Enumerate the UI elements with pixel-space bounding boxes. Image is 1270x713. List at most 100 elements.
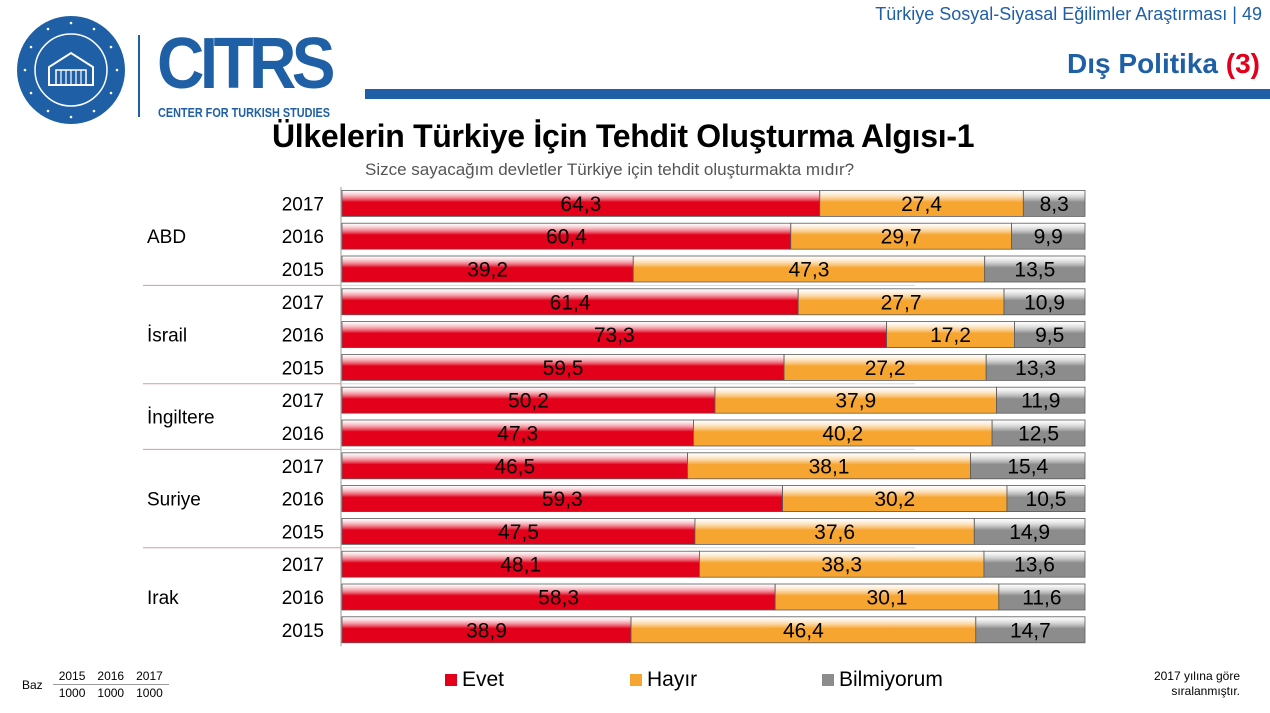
bar-segment-evet [341, 616, 632, 644]
data-label-evet: 38,9 [466, 619, 507, 642]
bar-segment-bilmiyorum [1006, 485, 1086, 513]
logo-divider [138, 35, 140, 117]
base-year: 2017 [130, 668, 169, 685]
data-label-evet: 73,3 [594, 324, 635, 347]
bar-segment-bilmiyorum [970, 452, 1086, 480]
data-label-hayir: 30,1 [867, 587, 908, 610]
data-label-hayir: 37,9 [835, 390, 876, 413]
data-label-hayir: 30,2 [874, 488, 915, 511]
bar-segment-hayir [797, 288, 1005, 316]
bar-segment-bilmiyorum [975, 616, 1086, 644]
data-label-evet: 58,3 [538, 587, 579, 610]
legend-bilmiyorum-swatch [822, 674, 834, 686]
bar-segment-hayir [694, 518, 975, 545]
bar-segment-hayir [632, 255, 986, 283]
data-label-bilmiyorum: 9,5 [1035, 324, 1064, 347]
bar-segment-bilmiyorum [973, 518, 1086, 545]
data-label-bilmiyorum: 10,5 [1026, 488, 1067, 511]
data-label-bilmiyorum: 13,3 [1015, 357, 1056, 380]
data-label-hayir: 47,3 [789, 259, 830, 282]
svg-text:CENTER FOR TURKISH STUDIES: CENTER FOR TURKISH STUDIES [158, 105, 330, 120]
legend-evet-label: Evet [462, 668, 505, 691]
year-label: 2017 [282, 555, 324, 576]
year-label: 2016 [282, 490, 324, 511]
kadir-has-seal-logo [17, 16, 125, 124]
year-label: 2016 [282, 227, 324, 248]
bar-segment-bilmiyorum [998, 583, 1086, 611]
chart-title: Ülkelerin Türkiye İçin Tehdit Oluşturma … [272, 118, 975, 154]
base-year: 2016 [91, 668, 131, 685]
data-label-bilmiyorum: 13,6 [1014, 554, 1055, 577]
legend-hayir-label: Hayır [647, 668, 698, 691]
data-label-evet: 64,3 [560, 193, 601, 216]
data-label-hayir: 38,1 [809, 455, 850, 478]
base-value: 1000 [136, 686, 163, 700]
data-label-bilmiyorum: 11,9 [1021, 390, 1060, 413]
base-label: Baz [22, 677, 43, 692]
year-label: 2016 [282, 326, 324, 347]
bar-segment-evet [341, 419, 694, 447]
base-value: 1000 [58, 686, 86, 700]
bar-segment-evet [341, 189, 821, 217]
bar-segment-hayir [693, 419, 993, 447]
section-title-text: Dış Politika [1067, 48, 1226, 79]
bar-segment-hayir [714, 386, 997, 414]
data-label-hayir: 46,4 [783, 619, 824, 642]
bar-segment-bilmiyorum [996, 386, 1086, 414]
data-label-hayir: 38,3 [821, 554, 862, 577]
sort-note-line: 2017 yılına göre [1153, 669, 1240, 683]
bar-segment-hayir [790, 222, 1012, 250]
country-label: Irak [147, 588, 179, 609]
bar-segment-hayir [783, 353, 987, 381]
year-label: 2017 [282, 391, 324, 412]
bar-segment-bilmiyorum [1011, 222, 1086, 250]
section-number: (3) [1225, 48, 1260, 79]
country-label: İngiltere [147, 408, 215, 429]
data-label-hayir: 40,2 [822, 423, 863, 446]
year-label: 2017 [282, 457, 324, 478]
legend-evet-swatch [445, 674, 457, 686]
legend-bilmiyorum: Bilmiyorum [822, 668, 943, 692]
data-label-evet: 39,2 [467, 259, 508, 282]
base-value: 1000 [97, 686, 125, 700]
survey-title: Türkiye Sosyal-Siyasal Eğilimler Araştır… [875, 4, 1262, 24]
legend-hayir-swatch [630, 674, 642, 686]
base-table: Baz 2015 2016 2017 1000 1000 1000 [16, 668, 169, 701]
data-label-evet: 47,3 [497, 423, 538, 446]
citrs-logo: CITRS CENTER FOR TURKISH STUDIES [157, 26, 333, 120]
year-label: 2016 [282, 424, 324, 445]
country-label: İsrail [147, 326, 187, 347]
bar-segment-bilmiyorum [984, 255, 1086, 283]
legend-hayir: Hayır [630, 668, 697, 692]
base-year: 2015 [52, 668, 92, 685]
bar-segment-hayir [782, 485, 1008, 513]
data-label-evet: 61,4 [550, 291, 591, 314]
bar-segment-evet [341, 321, 888, 349]
bar-segment-hayir [819, 189, 1024, 217]
data-label-bilmiyorum: 11,6 [1022, 587, 1061, 610]
data-label-evet: 60,4 [546, 226, 587, 249]
bar-segment-hayir [630, 616, 977, 644]
year-label: 2017 [282, 293, 324, 314]
data-label-bilmiyorum: 14,9 [1009, 521, 1050, 544]
bar-segment-bilmiyorum [1003, 288, 1086, 316]
year-label: 2015 [282, 621, 324, 642]
bar-segment-hayir [687, 452, 971, 480]
svg-text:CITRS: CITRS [157, 26, 333, 104]
sort-note-line: sıralanmıştır. [1171, 684, 1240, 698]
data-label-bilmiyorum: 8,3 [1040, 193, 1069, 216]
bar-segment-bilmiyorum [1014, 321, 1086, 349]
sort-note: 2017 yılına göre sıralanmıştır. [1154, 669, 1240, 699]
year-label: 2017 [282, 194, 324, 215]
header-divider-bar [365, 89, 1270, 99]
bar-segment-bilmiyorum [985, 353, 1086, 381]
bar-segment-evet [341, 518, 696, 545]
legend-bilmiyorum-label: Bilmiyorum [839, 668, 943, 691]
chart-subtitle: Sizce sayacağım devletler Türkiye için t… [365, 160, 855, 179]
year-label: 2015 [282, 522, 324, 543]
data-label-evet: 48,1 [500, 554, 541, 577]
year-label: 2015 [282, 260, 324, 281]
year-label: 2015 [282, 358, 324, 379]
data-label-evet: 46,5 [494, 455, 535, 478]
